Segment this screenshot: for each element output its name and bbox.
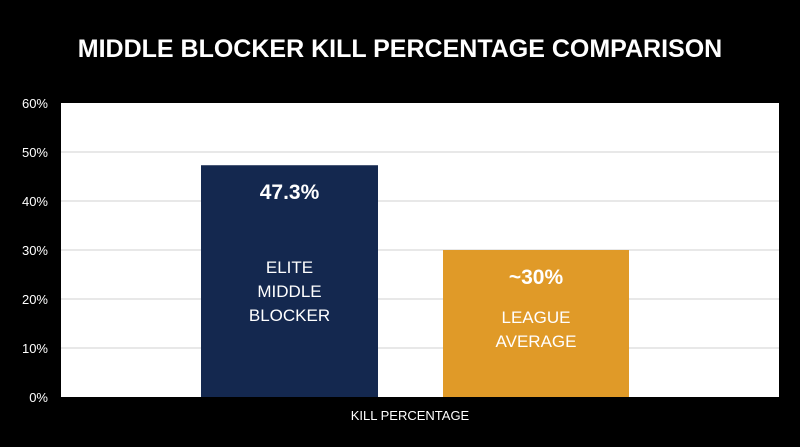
y-tick-label: 60% [22,96,48,111]
y-tick-label: 20% [22,292,48,307]
y-axis-ticks: 0% 10% 20% 30% 40% 50% 60% [22,96,48,405]
bar-category-label: BLOCKER [249,306,330,325]
chart-title: MIDDLE BLOCKER KILL PERCENTAGE COMPARISO… [78,35,722,63]
x-axis-label: KILL PERCENTAGE [351,408,470,423]
y-tick-label: 40% [22,194,48,209]
y-tick-label: 30% [22,243,48,258]
bar-category-label: LEAGUE [502,308,571,327]
bar-0 [201,165,378,397]
bar-category-label: AVERAGE [496,332,577,351]
bar-value-label: 47.3% [260,181,320,204]
bar-category-label: ELITE [266,258,313,277]
y-tick-label: 10% [22,341,48,356]
y-tick-label: 50% [22,145,48,160]
bars [201,165,629,397]
bar-category-label: MIDDLE [257,282,321,301]
grid-lines [61,151,779,349]
bar-1 [443,250,629,397]
bar-labels: 47.3% ELITE MIDDLE BLOCKER ~30% LEAGUE AVERAGE [249,181,577,351]
y-tick-label: 0% [29,390,48,405]
bar-value-label: ~30% [509,266,564,289]
